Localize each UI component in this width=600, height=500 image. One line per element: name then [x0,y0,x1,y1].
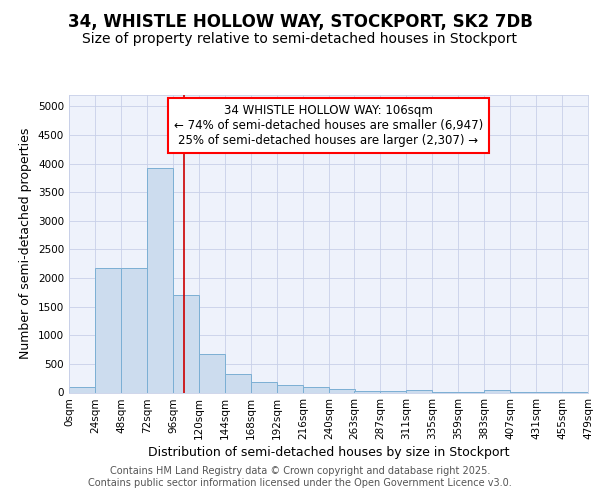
Bar [225,374,251,392]
Bar [251,382,277,392]
Bar [277,385,303,392]
Bar [303,388,329,392]
Text: 34, WHISTLE HOLLOW WAY, STOCKPORT, SK2 7DB: 34, WHISTLE HOLLOW WAY, STOCKPORT, SK2 7… [68,12,532,30]
Bar [69,387,95,392]
Bar [329,389,355,392]
Bar [173,295,199,392]
Text: Contains HM Land Registry data © Crown copyright and database right 2025.
Contai: Contains HM Land Registry data © Crown c… [88,466,512,487]
Bar [484,390,510,392]
Bar [95,268,121,392]
Text: 34 WHISTLE HOLLOW WAY: 106sqm
← 74% of semi-detached houses are smaller (6,947)
: 34 WHISTLE HOLLOW WAY: 106sqm ← 74% of s… [174,104,483,147]
Bar [147,168,173,392]
Bar [406,390,432,392]
X-axis label: Distribution of semi-detached houses by size in Stockport: Distribution of semi-detached houses by … [148,446,509,460]
Text: Size of property relative to semi-detached houses in Stockport: Size of property relative to semi-detach… [83,32,517,46]
Bar [380,391,406,392]
Bar [199,354,225,393]
Y-axis label: Number of semi-detached properties: Number of semi-detached properties [19,128,32,360]
Bar [121,268,147,392]
Bar [354,391,380,392]
